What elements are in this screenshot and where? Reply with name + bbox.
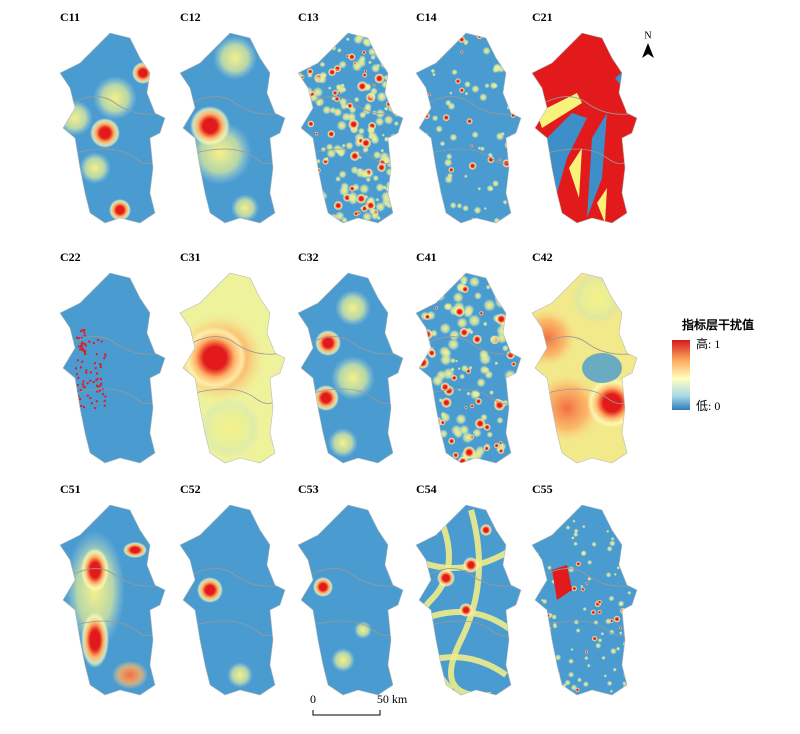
map-panel: C12: [179, 10, 286, 224]
legend-low: 低: 0: [696, 399, 720, 413]
map-panel: C11: [59, 10, 166, 224]
map-panel: C14: [415, 10, 522, 224]
panel-label: C13: [298, 10, 319, 24]
map-panel: C51: [59, 482, 166, 696]
scale-start: 0: [310, 692, 316, 706]
panel-label: C31: [180, 250, 201, 264]
panel-label: C12: [180, 10, 201, 24]
north-label: N: [644, 30, 651, 41]
map-panel: C55: [531, 482, 638, 696]
legend-title: 指标层干扰值: [682, 317, 754, 332]
map-panel: C21: [531, 10, 638, 224]
panel-label: C32: [298, 250, 319, 264]
panel-label: C52: [180, 482, 201, 496]
scale-end: 50 km: [377, 692, 408, 706]
panel-label: C22: [60, 250, 81, 264]
panel-label: C14: [416, 10, 437, 24]
scale-bar: 0 50 km: [310, 692, 408, 716]
panel-label: C55: [532, 482, 553, 496]
panel-label: C11: [60, 10, 80, 24]
map-panel: C42: [531, 250, 638, 464]
legend-high: 高: 1: [696, 336, 720, 351]
map-panel: C13: [297, 10, 404, 224]
panel-label: C53: [298, 482, 319, 496]
map-panel: C22: [59, 250, 166, 464]
map-panel: C41: [415, 250, 522, 464]
map-panel: C54: [415, 482, 522, 696]
panel-label: C54: [416, 482, 437, 496]
panel-label: C41: [416, 250, 437, 264]
legend: 指标层干扰值 高: 1 低: 0: [672, 317, 754, 413]
map-panel: C31: [179, 250, 286, 464]
panel-label: C51: [60, 482, 81, 496]
map-panel: C53: [297, 482, 404, 696]
panel-label: C42: [532, 250, 553, 264]
panel-label: C21: [532, 10, 553, 24]
legend-colorbar: [672, 340, 690, 410]
map-panel: C52: [179, 482, 286, 696]
map-panel: C32: [297, 250, 404, 464]
north-arrow: N: [642, 30, 654, 58]
